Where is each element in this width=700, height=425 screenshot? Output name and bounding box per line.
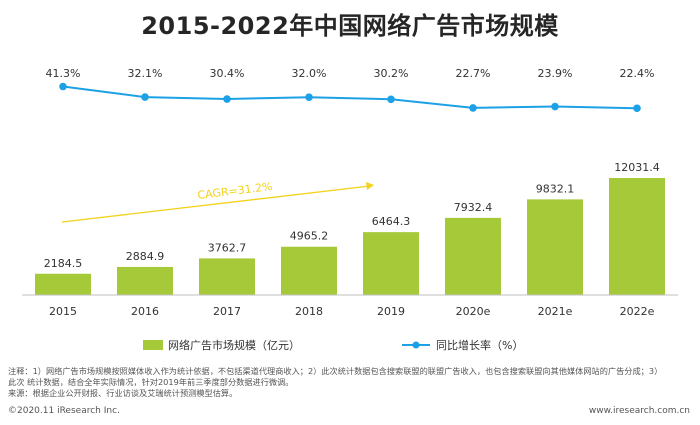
bar-2016 (117, 266, 173, 295)
category-label: 2022e (620, 305, 655, 318)
footnote-line-1: 注释：1）网络广告市场规模按照媒体收入作为统计依据，不包括渠道代理商收入；2）此… (8, 366, 663, 376)
chart-title: 2015-2022年中国网络广告市场规模 (141, 12, 559, 40)
bar-value-label: 4965.2 (290, 230, 329, 243)
bar-2019 (363, 232, 419, 295)
category-label: 2016 (131, 305, 159, 318)
bar-value-label: 12031.4 (614, 161, 660, 174)
bar-value-label: 6464.3 (372, 215, 411, 228)
website-url: www.iresearch.com.cn (588, 406, 690, 416)
growth-rate-point (551, 102, 559, 111)
growth-rate-point (59, 82, 67, 91)
legend-bar-swatch (143, 340, 163, 350)
category-label: 2021e (538, 305, 573, 318)
growth-rate-point (141, 93, 149, 101)
category-label: 2015 (49, 305, 77, 318)
bar-value-label: 2184.5 (44, 257, 83, 270)
growth-rate-point (223, 95, 231, 103)
growth-rate-label: 23.9% (538, 67, 573, 80)
footnote-line-2: 此次 统计数据，结合全年实际情况，针对2019年前三季度部分数据进行微调。 (8, 377, 294, 387)
growth-rate-label: 30.2% (374, 67, 409, 80)
category-label: 2017 (213, 305, 241, 318)
growth-rate-label: 32.0% (292, 67, 327, 80)
bar-2015 (35, 273, 91, 295)
legend-bar-label: 网络广告市场规模（亿元） (168, 338, 300, 352)
category-label: 2019 (377, 305, 405, 318)
category-label: 2018 (295, 305, 323, 318)
category-axis-labels: 2015 2016 2017 2018 2019 2020e 2021e 2022e (49, 305, 655, 318)
bar-value-label: 9832.1 (536, 182, 575, 195)
bar-value-label: 2884.9 (126, 250, 165, 263)
bar-2017 (199, 258, 255, 295)
bar-layer: 2184.5 2884.9 3762.7 4965.2 6464.3 7932.4 9832… (35, 161, 665, 295)
growth-rate-label: 41.3% (46, 67, 81, 80)
growth-rate-label: 30.4% (210, 67, 245, 80)
cagr-arrow-line (61, 185, 371, 223)
bar-2018 (281, 246, 337, 295)
chart-area: 41.3% 32.1% 30.4% 32.0% 30.2% 22.7% 23.9% 22.4%… (22, 67, 678, 352)
bar-2020e (445, 217, 501, 295)
growth-rate-point (469, 104, 477, 112)
legend-line-marker (412, 341, 420, 349)
footnotes: 注释：1）网络广告市场规模按照媒体收入作为统计依据，不包括渠道代理商收入；2）此… (8, 366, 692, 399)
bar-value-label: 7932.4 (454, 201, 493, 214)
growth-rate-label: 22.4% (620, 67, 655, 80)
cagr-annotation: CAGR=31.2% (61, 180, 374, 223)
legend: 网络广告市场规模（亿元） 同比增长率（%） (143, 338, 523, 352)
copyright: ©2020.11 iResearch Inc. (8, 406, 120, 416)
growth-rate-line (62, 85, 638, 110)
bar-2022e (609, 178, 665, 295)
bar-value-label: 3762.7 (208, 241, 247, 254)
category-label: 2020e (456, 305, 491, 318)
growth-rate-point (387, 95, 395, 104)
growth-rate-point (305, 93, 313, 101)
bar-2021e (527, 199, 583, 295)
footnote-source: 来源：根据企业公开财报、行业访谈及艾瑞统计预测模型估算。 (8, 388, 238, 398)
growth-rate-label: 32.1% (128, 67, 163, 80)
growth-rate-label: 22.7% (456, 67, 491, 80)
legend-line-label: 同比增长率（%） (436, 338, 523, 352)
growth-rate-point (633, 104, 641, 113)
growth-rate-layer: 41.3% 32.1% 30.4% 32.0% 30.2% 22.7% 23.9% 22.4% (46, 67, 655, 113)
cagr-arrow-head (366, 182, 374, 190)
